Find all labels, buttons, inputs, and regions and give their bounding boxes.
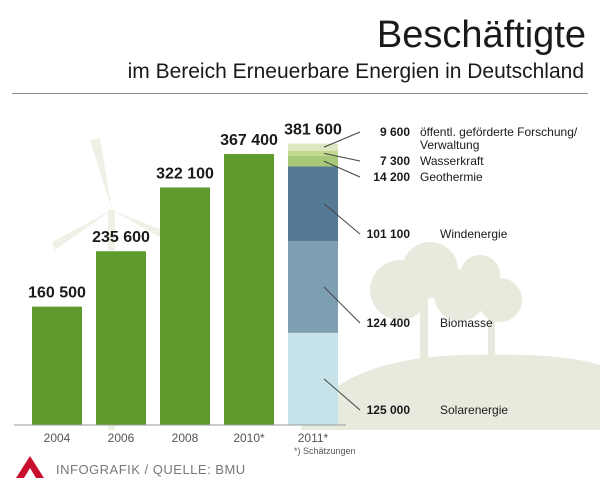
segment-öffentl [288, 143, 338, 151]
segment-value-label: 14 200 [373, 170, 410, 184]
ig-metall-logo [16, 456, 44, 478]
segment-name-label: öffentl. geförderte Forschung/ [420, 125, 578, 139]
bar-value-label: 322 100 [156, 165, 214, 182]
leader-line [323, 152, 361, 162]
segment-name-label: Wasserkraft [420, 154, 484, 168]
stacked-bar-2011 [288, 143, 338, 425]
chart-title: Beschäftigte [376, 14, 586, 56]
segment-name-label: Geothermie [420, 170, 483, 184]
leader-line [323, 378, 361, 411]
segment-value-label: 7 300 [380, 154, 410, 168]
segment-solarenergie [288, 332, 338, 425]
tree-icon [370, 242, 522, 370]
labels-group: 160 500 2004 235 600 2006 322 100 2008 367 400… [28, 122, 578, 445]
leader-line [323, 131, 361, 148]
background-landscape [52, 138, 600, 430]
x-tick-label: 2010* [233, 431, 265, 445]
segment-windenergie [288, 166, 338, 242]
bar-value-label: 367 400 [220, 132, 278, 149]
footnote: *) Schätzungen [294, 446, 356, 456]
segment-value-label: 125 000 [367, 403, 411, 417]
segment-name-label: Verwaltung [420, 138, 479, 152]
source-credit: INFOGRAFIK / QUELLE: BMU [56, 462, 246, 477]
x-tick-label: 2006 [108, 431, 135, 445]
bar-value-label: 160 500 [28, 285, 86, 302]
bars-group [32, 154, 274, 426]
segment-wasserkraft [288, 150, 338, 157]
x-tick-label: 2008 [172, 431, 199, 445]
bar-2004 [32, 306, 82, 425]
bar-value-label: 381 600 [284, 122, 342, 139]
chart-subtitle: im Bereich Erneuerbare Energien in Deuts… [127, 60, 584, 83]
segment-value-label: 101 100 [367, 227, 411, 241]
title-divider [12, 93, 588, 94]
leader-line [323, 286, 361, 324]
bar-2006 [96, 251, 146, 425]
bar-2008 [160, 187, 210, 425]
segment-biomasse [288, 241, 338, 333]
segment-name-label: Windenergie [440, 227, 508, 241]
hill-shape [300, 354, 600, 430]
segment-value-label: 124 400 [367, 316, 411, 330]
x-tick-label: 2011* [298, 431, 329, 445]
leader-line [323, 203, 361, 235]
x-tick-label: 2004 [44, 431, 71, 445]
bar-2010 [224, 154, 274, 426]
segment-value-label: 9 600 [380, 125, 410, 139]
segment-name-label: Solarenergie [440, 403, 508, 417]
bar-value-label: 235 600 [92, 229, 150, 246]
segment-geothermie [288, 156, 338, 167]
segment-name-label: Biomasse [440, 316, 493, 330]
leader-line [323, 160, 361, 178]
